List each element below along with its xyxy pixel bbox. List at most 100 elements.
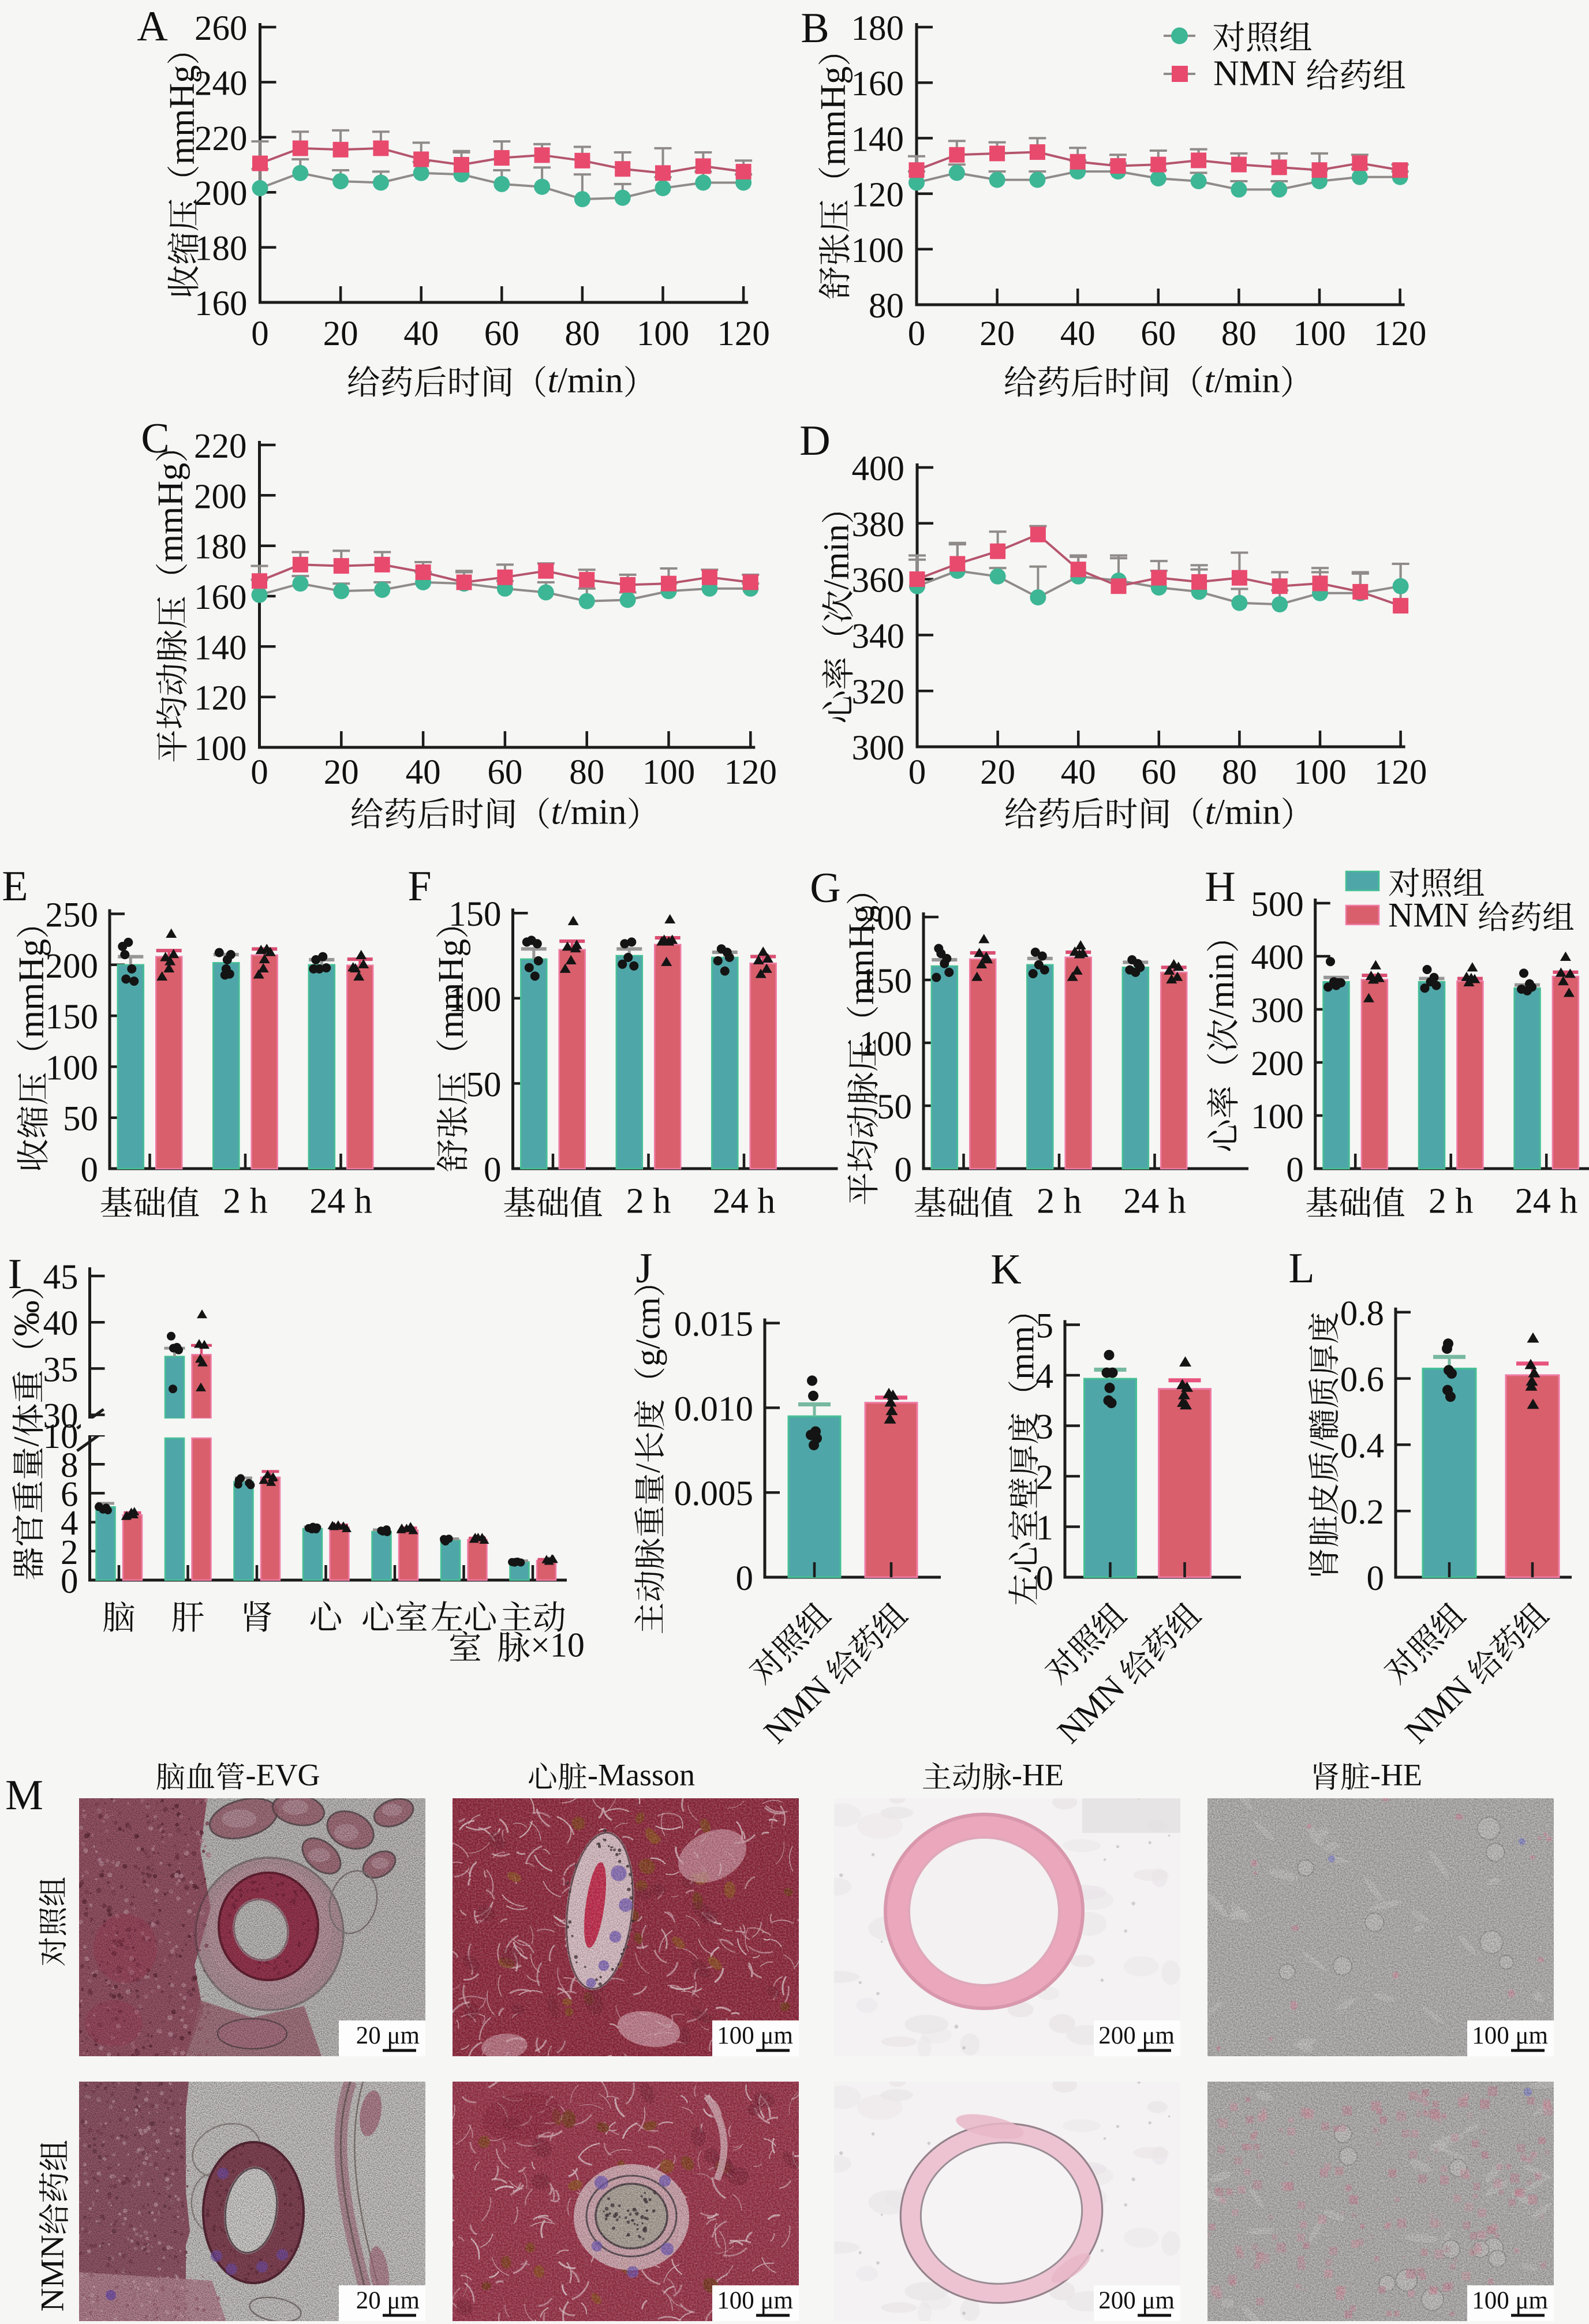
svg-text:220: 220 xyxy=(195,119,248,158)
svg-text:160: 160 xyxy=(851,65,904,103)
svg-text:60: 60 xyxy=(1141,315,1176,353)
svg-text:0: 0 xyxy=(1286,1151,1304,1189)
svg-text:150: 150 xyxy=(859,962,913,1001)
svg-text:150: 150 xyxy=(448,895,502,934)
svg-text:150: 150 xyxy=(46,998,99,1036)
svg-text:80: 80 xyxy=(1221,315,1257,353)
svg-text:0: 0 xyxy=(908,753,926,792)
svg-text:0: 0 xyxy=(61,1562,78,1601)
svg-text:300: 300 xyxy=(1251,991,1304,1030)
svg-text:5: 5 xyxy=(1036,1307,1054,1346)
svg-text:100: 100 xyxy=(859,1025,913,1064)
svg-text:NMN: NMN xyxy=(1213,54,1297,93)
svg-text:140: 140 xyxy=(194,628,247,667)
svg-text:20: 20 xyxy=(980,753,1015,792)
svg-text:180: 180 xyxy=(195,230,248,268)
svg-text:F: F xyxy=(407,863,431,910)
svg-text:t: t xyxy=(1205,361,1216,400)
svg-text:-Masson: -Masson xyxy=(588,1758,695,1792)
svg-text:2 h: 2 h xyxy=(223,1181,268,1221)
svg-text:L: L xyxy=(1288,1245,1314,1292)
svg-text:160: 160 xyxy=(194,578,247,617)
svg-text:-HE: -HE xyxy=(1012,1758,1064,1792)
svg-text:45: 45 xyxy=(43,1258,78,1297)
svg-text:mm: mm xyxy=(1003,1326,1041,1379)
svg-text:NMN: NMN xyxy=(35,2235,71,2311)
svg-text:100: 100 xyxy=(448,981,502,1019)
svg-text:20: 20 xyxy=(324,753,359,792)
svg-text:200: 200 xyxy=(859,899,913,938)
svg-text:60: 60 xyxy=(487,753,522,792)
svg-text:40: 40 xyxy=(43,1304,78,1343)
svg-text:320: 320 xyxy=(852,673,905,712)
svg-text:mmHg: mmHg xyxy=(842,905,881,1005)
svg-text:0: 0 xyxy=(736,1559,754,1598)
svg-text:mmHg: mmHg xyxy=(813,66,853,166)
svg-text:mmHg: mmHg xyxy=(162,65,201,164)
svg-text:2 h: 2 h xyxy=(1037,1181,1082,1221)
svg-text:220: 220 xyxy=(194,427,247,466)
svg-text:0: 0 xyxy=(251,315,269,353)
svg-text:0.8: 0.8 xyxy=(1340,1294,1384,1333)
svg-text:-HE: -HE xyxy=(1370,1758,1422,1792)
svg-text:100: 100 xyxy=(46,1049,99,1087)
svg-text:4: 4 xyxy=(61,1505,78,1543)
svg-text:250: 250 xyxy=(46,896,99,935)
svg-text:/min: /min xyxy=(561,792,627,832)
svg-text:1: 1 xyxy=(1036,1509,1054,1548)
svg-text:/: / xyxy=(7,1436,46,1447)
svg-text:100 μm: 100 μm xyxy=(717,2287,793,2314)
svg-text:100: 100 xyxy=(194,729,247,768)
svg-text:200: 200 xyxy=(194,477,247,516)
svg-text:×10: ×10 xyxy=(530,1626,585,1664)
svg-text:160: 160 xyxy=(195,285,248,323)
svg-text:100: 100 xyxy=(1293,753,1347,792)
svg-text:50: 50 xyxy=(877,1088,912,1127)
svg-text:30: 30 xyxy=(43,1397,78,1436)
svg-text:100: 100 xyxy=(851,231,904,270)
svg-text:2 h: 2 h xyxy=(626,1181,671,1221)
svg-text:80: 80 xyxy=(564,315,600,353)
svg-text:80: 80 xyxy=(869,287,904,325)
svg-text:40: 40 xyxy=(406,753,441,792)
svg-text:180: 180 xyxy=(194,528,247,567)
svg-text:0: 0 xyxy=(1036,1559,1054,1598)
svg-text:100 μm: 100 μm xyxy=(1472,2022,1548,2049)
svg-text:400: 400 xyxy=(1251,938,1304,977)
svg-text:mmHg: mmHg xyxy=(431,939,470,1038)
svg-text:100 μm: 100 μm xyxy=(1472,2287,1548,2314)
svg-text:0.4: 0.4 xyxy=(1340,1427,1384,1465)
svg-text:6: 6 xyxy=(61,1475,78,1514)
svg-text:/min: /min xyxy=(1214,361,1280,400)
svg-text:120: 120 xyxy=(1374,753,1427,792)
svg-text:260: 260 xyxy=(195,9,248,48)
svg-text:100: 100 xyxy=(1251,1098,1304,1136)
svg-text:/min: /min xyxy=(1202,953,1241,1019)
svg-text:20: 20 xyxy=(323,315,358,353)
svg-text:t: t xyxy=(548,361,559,400)
svg-text:40: 40 xyxy=(1060,315,1096,353)
svg-text:-EVG: -EVG xyxy=(246,1758,320,1792)
svg-text:2 h: 2 h xyxy=(1429,1181,1474,1221)
svg-text:mmHg: mmHg xyxy=(12,939,51,1038)
svg-text:0: 0 xyxy=(1367,1559,1385,1598)
svg-text:50: 50 xyxy=(63,1100,98,1139)
svg-text:2: 2 xyxy=(1036,1458,1054,1497)
svg-text:100 μm: 100 μm xyxy=(717,2022,793,2049)
svg-text:120: 120 xyxy=(194,679,247,718)
svg-text:120: 120 xyxy=(851,176,904,215)
svg-text:24 h: 24 h xyxy=(1123,1181,1186,1221)
svg-text:400: 400 xyxy=(852,450,905,488)
svg-text:t: t xyxy=(551,792,562,832)
svg-text:C: C xyxy=(141,415,169,462)
svg-text:80: 80 xyxy=(1222,753,1257,792)
svg-text:140: 140 xyxy=(851,120,904,159)
svg-text:0: 0 xyxy=(908,315,926,353)
svg-text:100: 100 xyxy=(1293,315,1346,353)
svg-text:t: t xyxy=(1205,792,1216,832)
svg-text:g/cm: g/cm xyxy=(629,1297,667,1367)
svg-text:24 h: 24 h xyxy=(713,1181,776,1221)
svg-text:20 μm: 20 μm xyxy=(356,2022,420,2049)
svg-text:0: 0 xyxy=(484,1151,502,1189)
svg-text:0: 0 xyxy=(895,1151,913,1189)
